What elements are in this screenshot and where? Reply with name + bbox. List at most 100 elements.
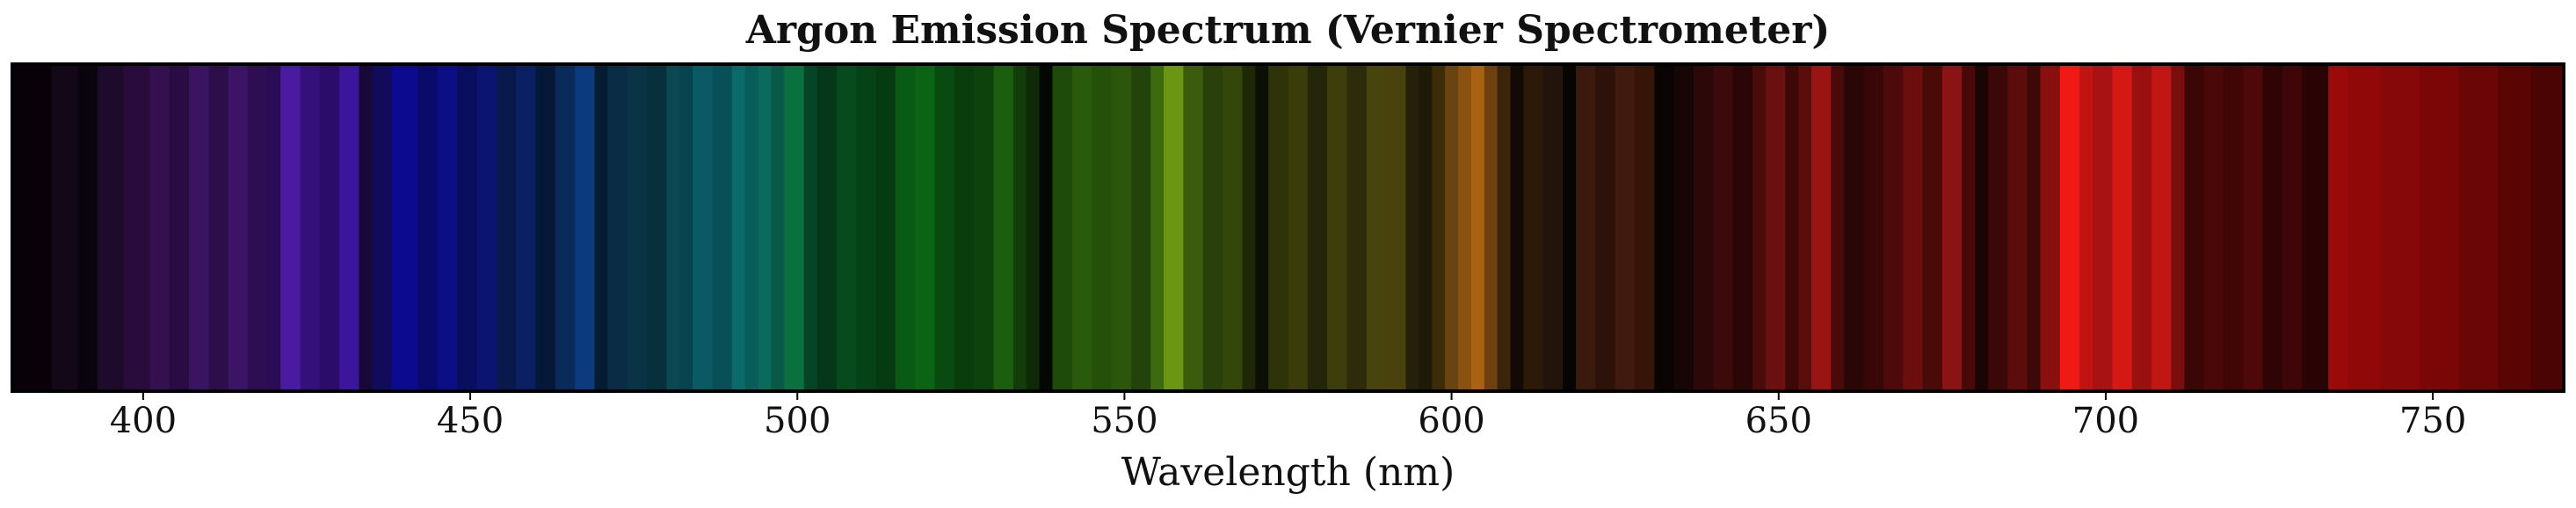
spectrum-band (1752, 64, 1767, 391)
spectrum-band (1798, 64, 1812, 391)
spectrum-band (875, 64, 896, 391)
spectrum-band (1432, 64, 1446, 391)
spectrum-band (1164, 64, 1184, 391)
spectrum-band (594, 64, 608, 391)
spectrum-band (1987, 64, 2008, 391)
spectrum-band (228, 64, 249, 391)
plot-frame (11, 62, 2565, 393)
spectrum-band (1785, 64, 1799, 391)
spectrum-band (457, 64, 478, 391)
spectrum-band (731, 64, 746, 391)
spectrum-band (2302, 64, 2329, 391)
spectrum-band (1470, 64, 1485, 391)
spectrum-band (12, 64, 53, 391)
spectrum-band (555, 64, 576, 391)
spectrum-band (2347, 64, 2382, 391)
spectrum-band (647, 64, 667, 391)
spectrum-band (1903, 64, 1924, 391)
spectrum-band (1635, 64, 1655, 391)
spectrum-band (784, 64, 805, 391)
spectrum-band (627, 64, 648, 391)
spectrum-band (693, 64, 714, 391)
spectrum-band (1092, 64, 1113, 391)
spectrum-band (954, 64, 975, 391)
spectrum-band (1713, 64, 1734, 391)
spectrum-band (1386, 64, 1407, 391)
spectrum-band (1012, 64, 1027, 391)
x-tick-label: 400 (110, 401, 177, 441)
spectrum-band (2152, 64, 2172, 391)
spectrum-band (391, 64, 419, 391)
chart-title: Argon Emission Spectrum (Vernier Spectro… (745, 8, 1831, 53)
x-axis-label: Wavelength (nm) (1121, 450, 1455, 495)
spectrum-band (1223, 64, 1243, 391)
spectrum-band (2282, 64, 2303, 391)
spectrum-band (2171, 64, 2185, 391)
x-tick-label: 450 (437, 401, 504, 441)
spectrum-band (1183, 64, 1204, 391)
spectrum-band (1922, 64, 1943, 391)
spectrum-bands (12, 64, 2565, 391)
spectrum-band (437, 64, 458, 391)
x-tick-label: 550 (1091, 401, 1157, 441)
spectrum-band (744, 64, 759, 391)
spectrum-band (1039, 64, 1054, 391)
spectrum-band (280, 64, 301, 391)
spectrum-band (1327, 64, 1348, 391)
x-axis-ticks: 400 450 500 550 600 650 700 750 (110, 391, 2466, 441)
spectrum-band (149, 64, 171, 391)
spectrum-band (2007, 64, 2028, 391)
spectrum-band (2131, 64, 2152, 391)
spectrum-band (993, 64, 1014, 391)
spectrum-band (1510, 64, 1525, 391)
spectrum-band (1863, 64, 1884, 391)
spectrum-band (1576, 64, 1596, 391)
x-tick-label: 600 (1418, 401, 1484, 441)
spectrum-band (666, 64, 680, 391)
spectrum-band (1563, 64, 1577, 391)
spectrum-band (1523, 64, 1544, 391)
x-tick-label: 750 (2399, 401, 2466, 441)
spectrum-band (679, 64, 693, 391)
spectrum-band (1445, 64, 1459, 391)
spectrum-band (1071, 64, 1092, 391)
spectrum-band (1595, 64, 1616, 391)
spectrum-band (2328, 64, 2348, 391)
spectrum-band (188, 64, 209, 391)
spectrum-band (1831, 64, 1845, 391)
spectrum-band (895, 64, 916, 391)
spectrum-band (267, 64, 281, 391)
spectrum-band (300, 64, 321, 391)
spectrum-band (1975, 64, 1989, 391)
spectrum-band (1694, 64, 1714, 391)
spectrum-band (1654, 64, 1675, 391)
spectrum-band (1111, 64, 1132, 391)
spectrum-band (2262, 64, 2283, 391)
spectrum-band (1673, 64, 1694, 391)
spectrum-band (934, 64, 955, 391)
spectrum-band (2498, 64, 2532, 391)
spectrum-band (1130, 64, 1151, 391)
spectrum-band (1366, 64, 1387, 391)
x-tick-label: 500 (764, 401, 831, 441)
spectrum-band (575, 64, 596, 391)
spectrum-band (915, 64, 936, 391)
spectrum-band (2530, 64, 2565, 391)
spectrum-band (712, 64, 733, 391)
spectrum-band (247, 64, 268, 391)
spectrum-band (2112, 64, 2133, 391)
spectrum-band (1268, 64, 1289, 391)
spectrum-band (803, 64, 818, 391)
spectrum-band (2223, 64, 2244, 391)
x-tick-label: 700 (2072, 401, 2139, 441)
spectrum-band (496, 64, 517, 391)
spectrum-band (1307, 64, 1328, 391)
spectrum-band (2184, 64, 2205, 391)
spectrum-band (1844, 64, 1865, 391)
spectrum-band (359, 64, 373, 391)
spectrum-band (1202, 64, 1223, 391)
spectrum-band (2420, 64, 2460, 391)
spectrum-band (417, 64, 439, 391)
spectrum-band (2059, 64, 2080, 391)
